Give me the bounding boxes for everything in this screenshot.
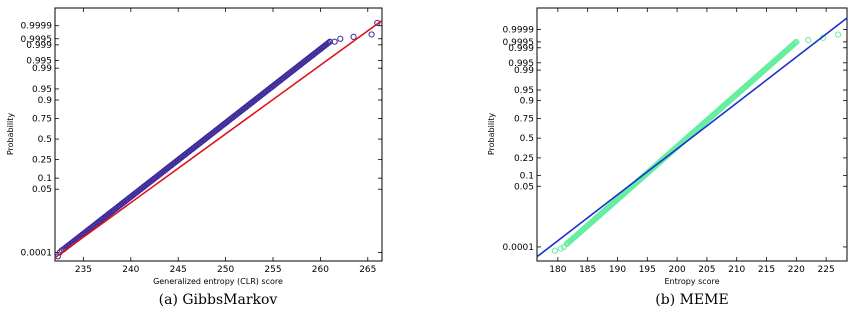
y-axis-ticks: 0.0001 0.050.1 0.25 0.5 0.75 0.90.95 0.990.995… [503,25,847,253]
x-tick-label: 190 [609,265,626,275]
data-point [350,33,357,40]
y-axis-ticks: 0.0001 0.050.1 0.25 0.5 0.75 0.90.95 0.990.995… [21,22,382,258]
caption: (a) GibbsMarkov [159,292,278,308]
y-axis-label: Probability [487,113,496,156]
y-tick-label: 0.95 [32,85,52,95]
data-point [834,31,842,38]
x-axis-ticks: 235 240 245 250 255 260 265 [75,8,376,275]
y-tick-label: 0.99 [32,64,52,74]
y-axis-label: Probability [6,113,15,156]
x-tick-label: 200 [669,265,686,275]
y-tick-label: 0.05 [32,185,52,195]
x-tick-label: 205 [698,265,715,275]
fit-line [54,19,383,259]
y-tick-label: 0.75 [514,114,534,124]
plot-marks [54,19,383,260]
y-tick-label: 0.999 [508,44,534,54]
x-tick-label: 250 [217,265,234,275]
panel-gibbsmarkov: 235 240 245 250 255 260 265 0.00010.050.10.250… [6,7,383,308]
y-tick-label: 0.995 [508,59,534,69]
y-tick-label: 0.9 [520,97,535,107]
y-tick-label: 0.9995 [21,35,53,45]
x-tick-label: 185 [579,265,596,275]
y-tick-label: 0.25 [32,156,52,166]
y-tick-label: 0.9 [38,96,53,106]
x-tick-label: 220 [788,265,805,275]
x-axis-label: Entropy score [664,277,719,286]
x-tick-label: 255 [264,265,281,275]
data-point [551,247,558,254]
y-tick-label: 0.75 [32,115,52,125]
x-tick-label: 260 [312,265,329,275]
y-tick-label: 0.95 [514,86,534,96]
caption: (b) MEME [655,292,728,308]
y-tick-label: 0.25 [514,154,534,164]
x-tick-label: 215 [758,265,775,275]
x-axis-label: Generalized entropy (CLR) score [153,277,283,286]
x-tick-label: 245 [170,265,187,275]
y-tick-label: 0.1 [520,172,534,182]
x-tick-label: 225 [818,265,835,275]
x-tick-label: 265 [359,265,376,275]
y-tick-label: 0.0001 [21,248,53,258]
data-point [368,31,375,38]
data-point [331,38,338,45]
data-point [793,38,800,46]
y-tick-label: 0.999 [26,41,52,51]
data-point [337,35,344,42]
fit-line [536,17,848,258]
x-tick-label: 235 [75,265,92,275]
y-tick-label: 0.99 [514,66,534,76]
data-point [805,36,812,44]
x-axis-ticks: 180 185 190 195 200 205 210 215 220 225 [549,8,835,275]
y-tick-label: 0.0001 [503,243,535,253]
data-point [560,243,567,251]
y-tick-label: 0.05 [514,182,534,192]
x-tick-label: 210 [728,265,745,275]
y-tick-label: 0.995 [26,57,52,67]
x-tick-label: 180 [549,265,566,275]
x-tick-label: 240 [122,265,139,275]
x-tick-label: 195 [639,265,656,275]
y-tick-label: 0.9995 [503,38,535,48]
plot-marks [536,17,848,258]
y-tick-label: 0.9999 [21,22,53,32]
y-tick-label: 0.1 [38,174,52,184]
y-tick-label: 0.5 [520,134,534,144]
y-tick-label: 0.9999 [503,25,535,35]
data-point [557,245,564,252]
y-tick-label: 0.5 [38,135,52,145]
panel-meme: 180 185 190 195 200 205 210 215 220 225 0.00010.0… [487,7,848,308]
